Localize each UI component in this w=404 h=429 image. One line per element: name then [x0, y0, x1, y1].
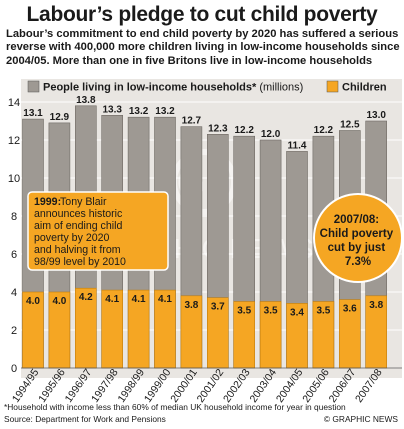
credit-line: © GRAPHIC NEWS	[323, 414, 398, 424]
y-axis-ticks: 0 2 4 6 8 10 12 14	[8, 97, 20, 375]
annotation-1999-year: 1999:	[34, 196, 61, 208]
value-label-children: 3.6	[343, 304, 357, 315]
annotation-2007-line2: cut by just	[328, 242, 386, 254]
annotation-2007-circle	[313, 193, 403, 283]
value-label-people: 12.0	[261, 129, 281, 140]
value-label-children: 4.0	[26, 296, 40, 307]
value-label-children: 3.8	[369, 300, 383, 311]
annotation-1999-line6: 98/99 level by 2010	[34, 256, 126, 268]
annotation-1999-line3: aim of ending child	[34, 220, 122, 232]
annotation-2007-text: 2007/08: Child poverty cut by just 7.3%	[320, 214, 397, 268]
value-label-people: 13.2	[129, 106, 149, 117]
y-tick-label: 14	[8, 97, 20, 109]
y-tick-label: 2	[11, 325, 17, 337]
legend-label-children: Children	[342, 82, 387, 94]
annotation-1999-line2: announces historic	[34, 208, 123, 220]
annotation-1999-line5: and halving it from	[34, 244, 121, 256]
value-label-people: 13.8	[76, 95, 96, 106]
y-tick-label: 6	[11, 249, 17, 261]
legend-label-people: People living in low-income households*(…	[43, 82, 303, 94]
value-label-children: 4.0	[52, 296, 66, 307]
value-label-people: 11.4	[288, 140, 307, 151]
value-label-children: 3.8	[184, 300, 198, 311]
chart-subtitle: Labour’s commitment to end child poverty…	[6, 28, 400, 67]
annotation-1999-line4: poverty by 2020	[34, 232, 109, 244]
value-label-people: 12.9	[50, 112, 70, 123]
value-label-children: 3.5	[316, 306, 330, 317]
value-label-people: 12.5	[340, 120, 360, 131]
source-line: Source: Department for Work and Pensions	[4, 414, 166, 424]
y-tick-label: 12	[8, 135, 20, 147]
value-label-people: 12.2	[234, 125, 254, 136]
annotation-1999-text: 1999: Tony Blair announces historic aim …	[34, 196, 126, 268]
value-label-people: 12.7	[182, 116, 202, 127]
value-label-children: 3.7	[211, 302, 225, 313]
value-label-people: 12.3	[208, 123, 228, 134]
annotation-2007: 2007/08: Child poverty cut by just 7.3%	[313, 193, 403, 283]
annotation-2007-line1: Child poverty	[320, 228, 394, 240]
value-label-children: 4.1	[105, 294, 119, 305]
value-label-children: 4.2	[79, 292, 93, 303]
y-tick-label: 8	[11, 211, 17, 223]
value-label-children: 3.4	[290, 307, 304, 318]
footnote: *Household with income less than 60% of …	[4, 402, 346, 412]
annotation-2007-line3: 7.3%	[345, 256, 371, 268]
annotation-1999-box	[27, 191, 169, 271]
y-tick-label: 4	[11, 287, 17, 299]
value-label-people: 13.3	[102, 104, 122, 115]
value-label-people: 12.2	[314, 125, 334, 136]
value-label-children: 3.5	[237, 306, 251, 317]
value-label-children: 4.1	[132, 294, 146, 305]
legend-swatch-children	[326, 80, 339, 93]
annotation-1999: 1999: Tony Blair announces historic aim …	[27, 191, 169, 271]
value-label-people: 13.0	[366, 110, 386, 121]
legend-people-name: People living in low-income households*	[43, 82, 257, 94]
legend-units: (millions)	[259, 82, 303, 94]
legend: People living in low-income households*(…	[27, 80, 387, 94]
y-tick-label: 10	[8, 173, 20, 185]
value-label-children: 4.1	[158, 294, 172, 305]
annotation-2007-year: 2007/08:	[334, 214, 379, 226]
value-label-children: 3.5	[264, 306, 278, 317]
value-labels: 13.1 4.0 12.9 4.0 13.8 4.2 13.3 4.1 13.2 4.1 13.2 4…	[23, 95, 386, 319]
value-label-people: 13.2	[155, 106, 175, 117]
annotation-1999-line1: Tony Blair	[60, 196, 107, 208]
value-label-people: 13.1	[23, 108, 43, 119]
y-tick-label: 0	[11, 363, 17, 375]
chart-title: Labour’s pledge to cut child poverty	[26, 3, 378, 26]
legend-swatch-people	[27, 80, 40, 93]
